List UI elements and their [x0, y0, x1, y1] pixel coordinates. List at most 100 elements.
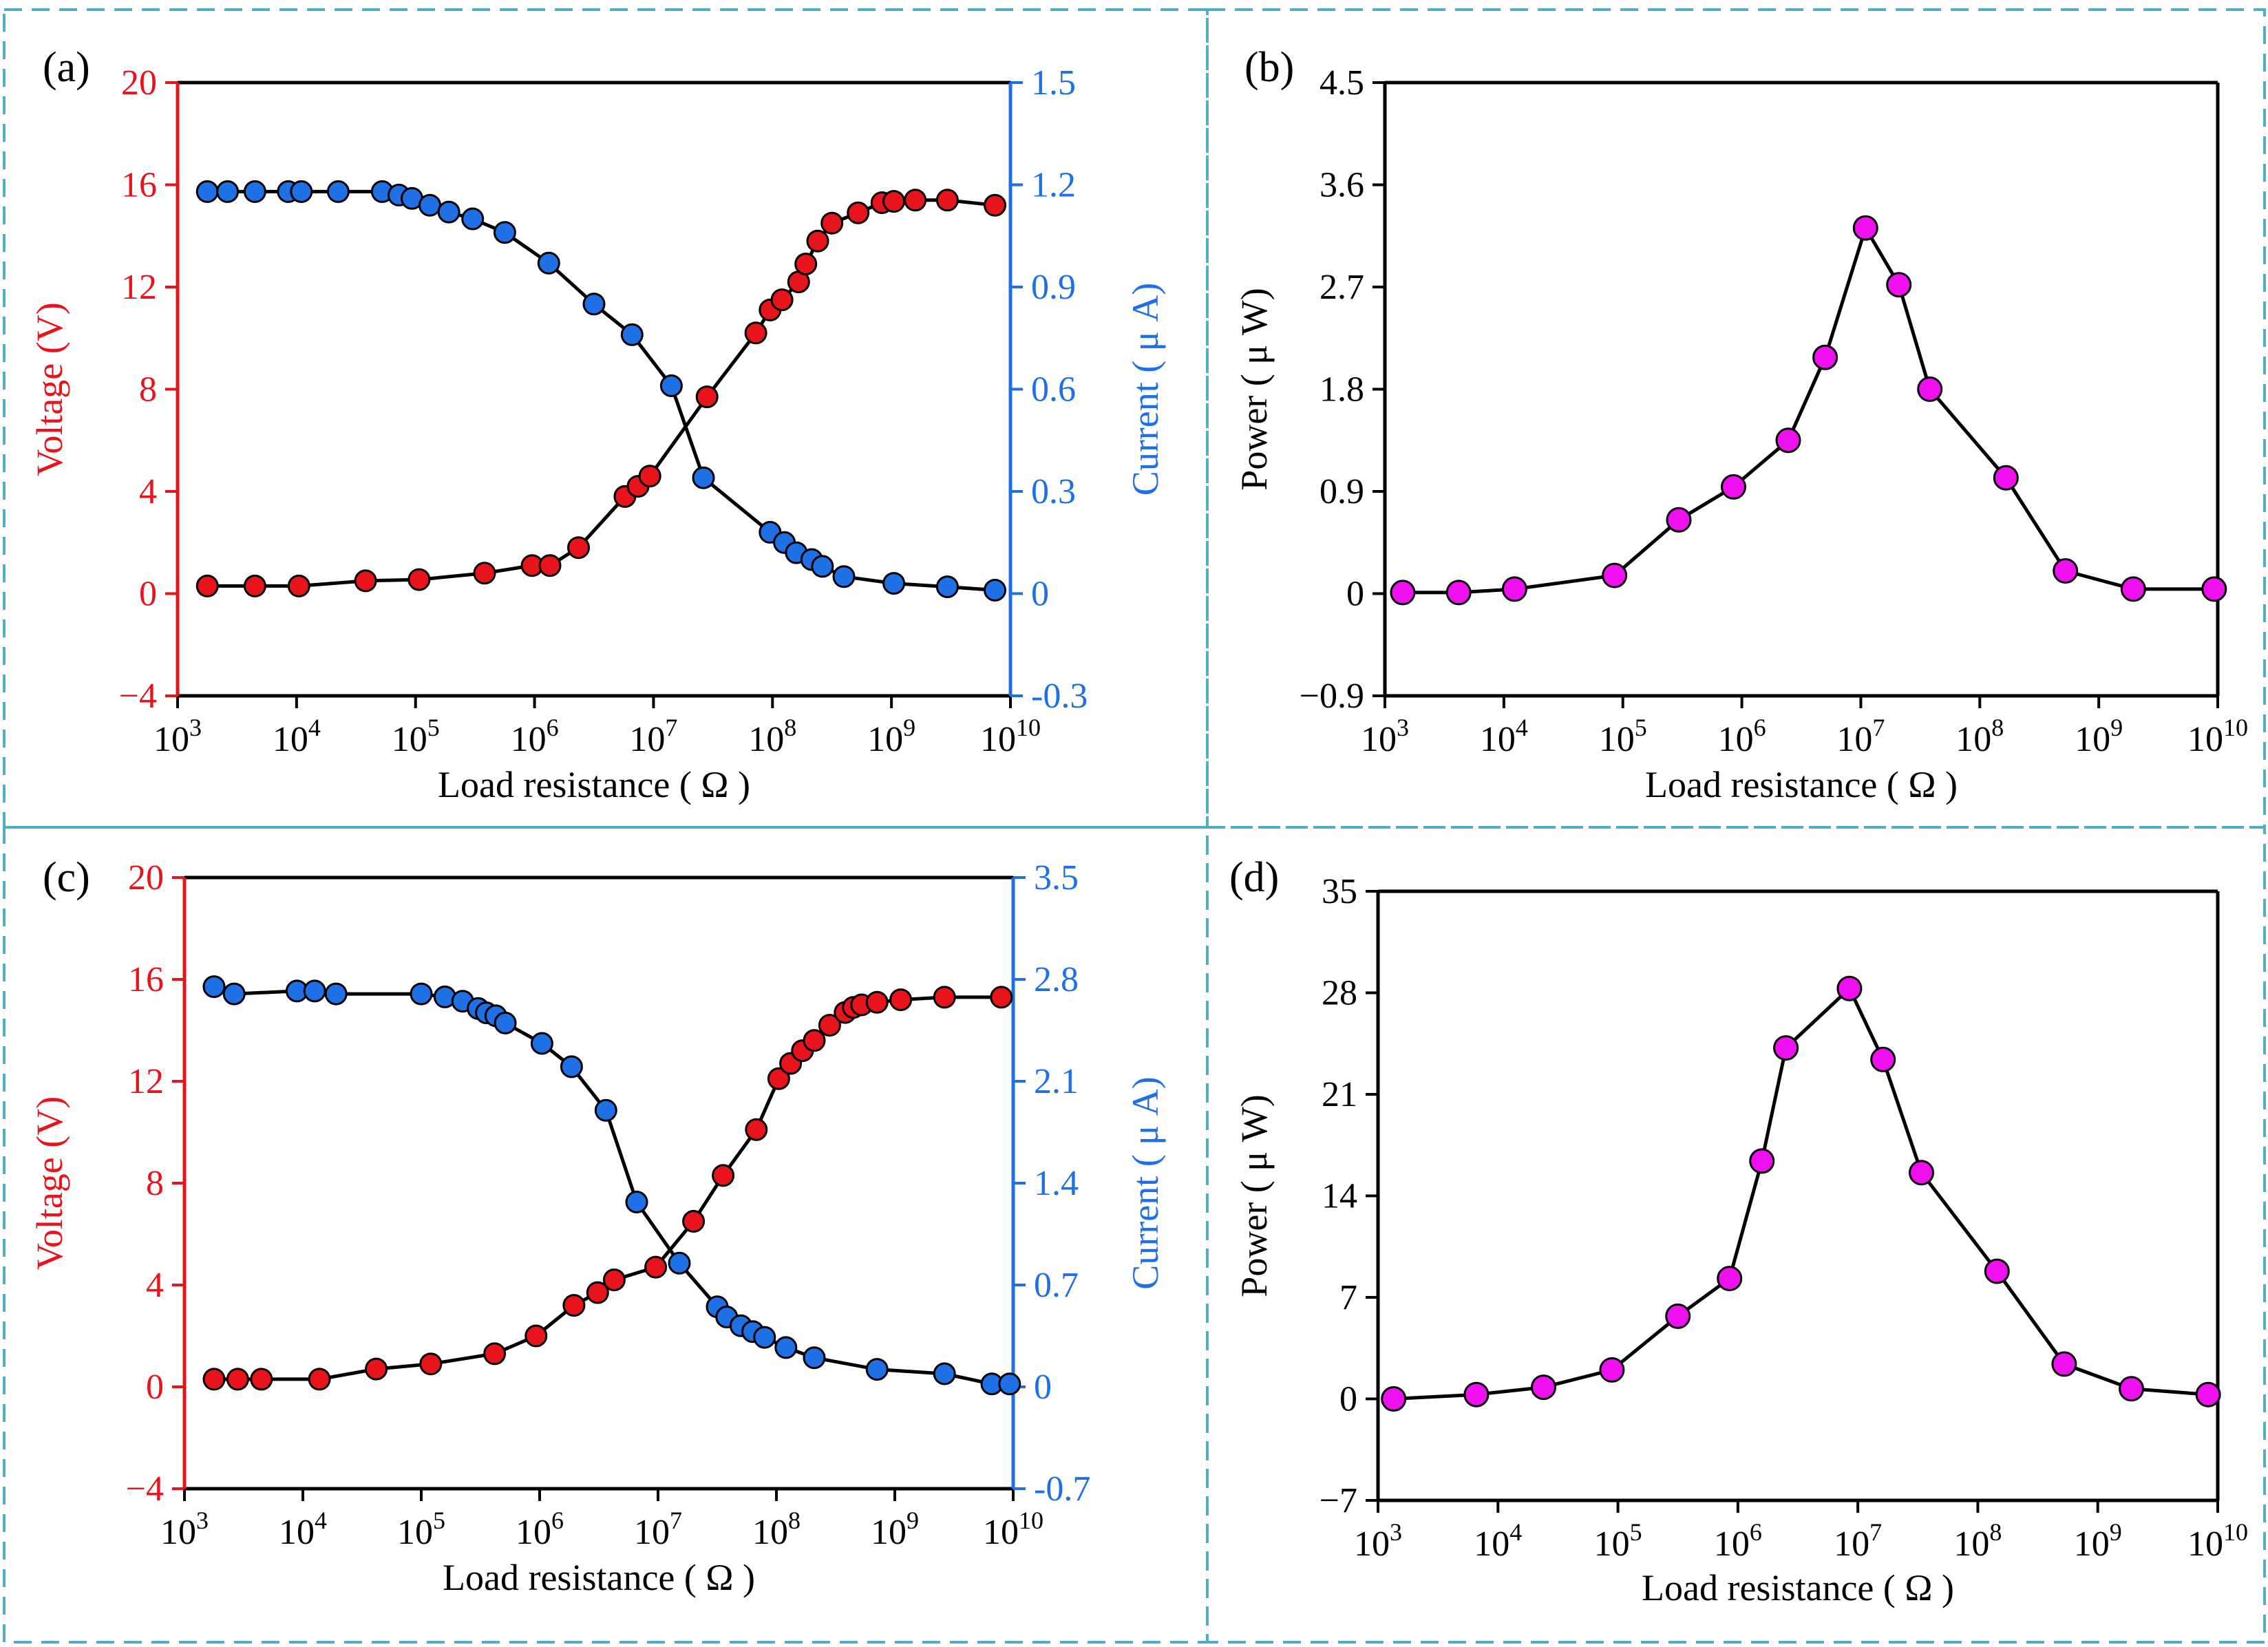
x-tick-label: 1010	[2187, 1518, 2248, 1564]
x-tick-label-base: 10	[1474, 1524, 1509, 1564]
y-left-tick-label: −7	[1320, 1481, 1357, 1520]
data-point-current	[195, 180, 219, 203]
frame-b	[1206, 8, 2266, 829]
x-tick-label-base: 10	[752, 1513, 788, 1552]
x-tick-label: 106	[516, 1507, 564, 1552]
x-tick-label-exponent: 10	[1019, 1507, 1043, 1534]
data-point-voltage	[419, 1352, 443, 1376]
y-left-tick-label: 2.7	[1320, 268, 1364, 307]
data-point-current	[461, 207, 485, 231]
x-axis-label: Load resistance ( Ω )	[438, 764, 750, 805]
x-tick-label-exponent: 10	[1016, 714, 1041, 741]
panel-label: (a)	[43, 44, 90, 91]
data-point-voltage	[243, 574, 266, 597]
data-point-power	[1773, 1035, 1799, 1061]
data-point-current	[832, 565, 856, 588]
y-left-tick-label: 4	[146, 1266, 164, 1305]
data-point-voltage	[682, 1210, 706, 1233]
x-axis-label: Load resistance ( Ω )	[443, 1557, 755, 1598]
data-point-current	[243, 180, 266, 203]
panel-d-power-chart: (d)103 104 105 106 107 108 109 1010−70714212835…	[1229, 854, 2248, 1608]
data-point-current	[803, 1346, 826, 1370]
x-tick-label-base: 10	[397, 1513, 433, 1552]
x-tick-label-base: 10	[867, 720, 903, 759]
x-tick-label: 103	[1354, 1518, 1402, 1564]
x-tick-label: 109	[871, 1507, 919, 1552]
x-tick-label: 108	[748, 714, 796, 759]
data-point-voltage	[538, 554, 562, 577]
y-left-axis-label: Voltage (V)	[29, 1096, 70, 1270]
x-tick-label-exponent: 5	[1635, 714, 1647, 741]
x-tick-label-exponent: 9	[2110, 1518, 2122, 1546]
x-tick-label-base: 10	[1956, 720, 1991, 759]
data-point-voltage	[602, 1268, 626, 1292]
x-tick-label-exponent: 9	[2110, 714, 2123, 741]
data-point-power	[1812, 344, 1838, 370]
y-right-axis-label: Current ( μ A)	[1125, 1076, 1166, 1289]
x-tick-label-exponent: 8	[1989, 1518, 2002, 1546]
data-point-voltage	[904, 189, 927, 212]
x-tick-label: 108	[1953, 1518, 2002, 1564]
x-tick-label-base: 10	[1714, 1524, 1750, 1564]
data-point-current	[594, 1098, 617, 1122]
x-tick-label-exponent: 7	[665, 714, 677, 741]
x-tick-label-base: 10	[634, 1513, 670, 1552]
data-point-current	[774, 1336, 798, 1359]
data-point-voltage	[695, 385, 719, 409]
y-right-tick-label: 1.2	[1031, 166, 1076, 205]
x-tick-label-exponent: 7	[1872, 714, 1885, 741]
y-left-tick-label: 21	[1322, 1075, 1357, 1114]
y-left-tick-label: 1.8	[1320, 370, 1364, 410]
data-point-power	[1909, 1160, 1934, 1186]
x-tick-label: 104	[1474, 1518, 1522, 1564]
data-point-current	[202, 975, 226, 999]
data-point-power	[1721, 474, 1746, 500]
x-tick-label: 106	[511, 714, 559, 759]
y-left-tick-label: 7	[1339, 1278, 1357, 1317]
y-left-tick-label: 16	[128, 960, 164, 999]
data-point-power	[2053, 558, 2079, 584]
data-point-power	[1381, 1386, 1407, 1412]
x-tick-label-base: 10	[160, 1513, 196, 1552]
data-point-current	[494, 1011, 517, 1034]
x-tick-label: 1010	[983, 1507, 1043, 1552]
y-right-tick-label: -0.7	[1034, 1469, 1090, 1509]
x-tick-label-base: 10	[1594, 1524, 1630, 1564]
data-point-power	[1870, 1046, 1896, 1072]
data-point-current	[290, 180, 313, 203]
x-tick-label-exponent: 3	[196, 1507, 209, 1534]
y-left-tick-label: 20	[128, 858, 164, 897]
y-right-tick-label: 0.6	[1031, 370, 1076, 410]
data-point-power	[1749, 1148, 1775, 1174]
y-right-tick-label: 2.8	[1034, 960, 1079, 999]
x-tick-label: 107	[634, 1507, 682, 1552]
y-left-tick-label: −4	[126, 1469, 164, 1509]
data-point-voltage	[473, 562, 496, 585]
y-right-tick-label: 1.5	[1031, 63, 1076, 103]
y-left-axis-label: Power ( μ W)	[1233, 288, 1275, 490]
data-point-current	[560, 1055, 583, 1078]
y-right-tick-label: 3.5	[1034, 858, 1079, 897]
panel-a-voltage-current-chart: (a)103 104 105 106 107 108 109 1010−4048121620-…	[29, 44, 1166, 805]
y-left-tick-label: 35	[1322, 872, 1357, 911]
data-point-current	[753, 1326, 776, 1349]
data-point-current	[222, 982, 246, 1006]
x-tick-label: 107	[629, 714, 677, 759]
data-point-voltage	[744, 321, 767, 345]
x-tick-label: 108	[752, 1507, 801, 1552]
data-point-voltage	[770, 288, 794, 312]
panel-label: (b)	[1244, 44, 1294, 91]
x-tick-label: 104	[273, 714, 321, 759]
y-right-tick-label: 0.3	[1031, 472, 1076, 511]
data-point-voltage	[933, 986, 956, 1009]
x-tick-label-base: 10	[392, 720, 427, 759]
data-point-current	[326, 180, 350, 203]
data-point-current	[303, 979, 326, 1003]
panel-frames	[3, 8, 2266, 1644]
x-tick-label: 103	[1361, 714, 1409, 759]
y-left-tick-label: 8	[146, 1164, 164, 1203]
y-left-tick-label: −0.9	[1300, 677, 1364, 716]
data-point-power	[1852, 215, 1878, 241]
y-left-axis-label: Power ( μ W)	[1233, 1094, 1275, 1297]
y-left-tick-label: 14	[1322, 1177, 1357, 1216]
